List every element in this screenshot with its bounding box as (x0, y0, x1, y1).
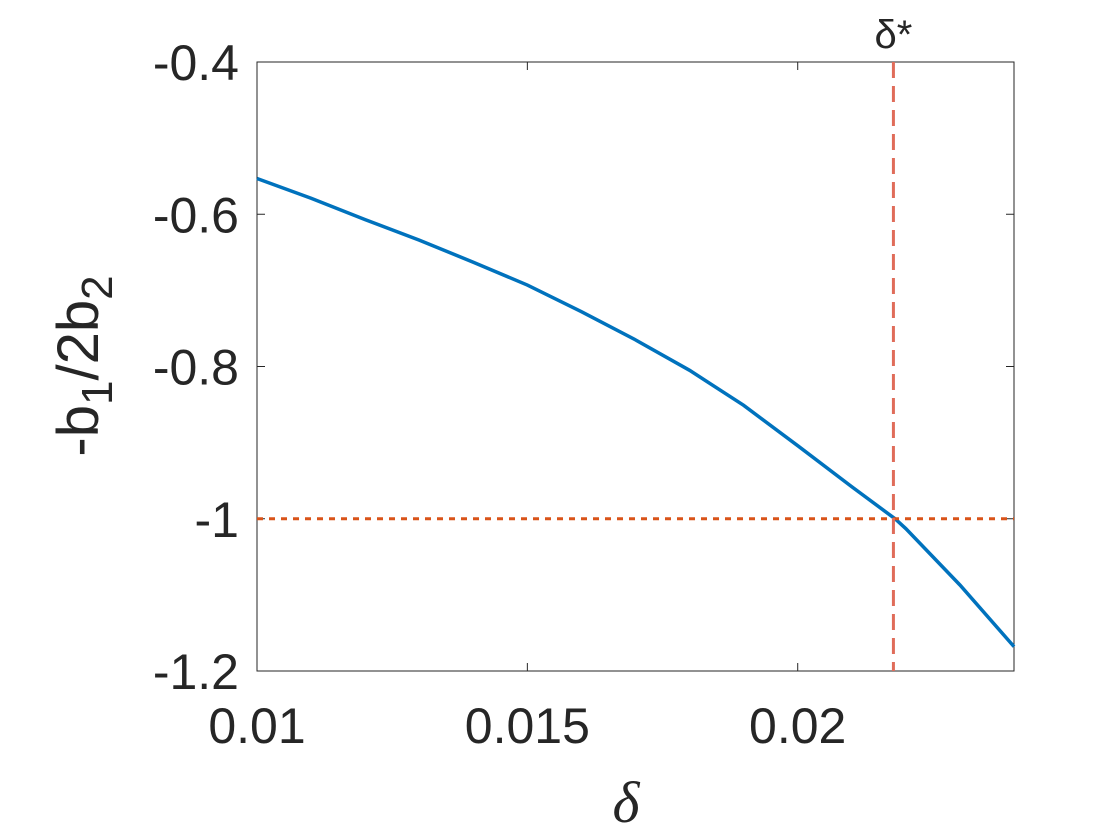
y-label-part: -b (46, 405, 111, 457)
y-tick-label: -1.2 (153, 644, 239, 700)
data-line (256, 176, 1016, 648)
y-label-part: 1 (73, 381, 122, 405)
x-axis-label: δ (613, 770, 641, 835)
y-tick-label: -1 (195, 492, 239, 548)
y-label-part: /2b (46, 300, 111, 381)
plot-frame (256, 61, 1015, 672)
reference-label: δ* (874, 13, 912, 57)
y-tick-label: -0.6 (153, 187, 239, 243)
x-tick-label: 0.015 (465, 698, 590, 754)
y-label-part: 2 (73, 275, 122, 299)
x-tick-label: 0.01 (208, 698, 305, 754)
y-tick-label: -0.4 (153, 35, 239, 91)
x-tick-label: 0.02 (749, 698, 846, 754)
y-tick-label: -0.8 (153, 340, 239, 396)
y-axis-label: -b1/2b2 (46, 275, 122, 456)
